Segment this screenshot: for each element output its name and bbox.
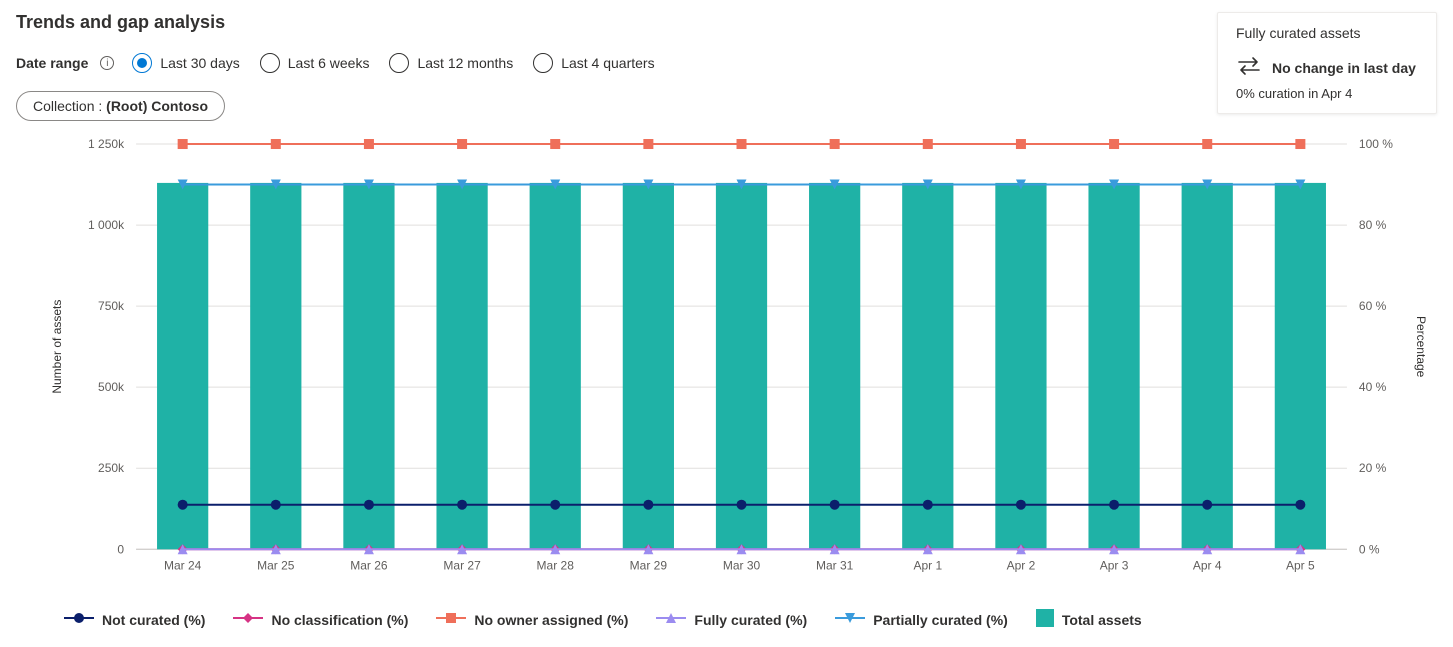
- chip-value: (Root) Contoso: [106, 98, 208, 114]
- legend-swatch: [835, 610, 865, 629]
- svg-text:40 %: 40 %: [1359, 380, 1387, 394]
- svg-text:80 %: 80 %: [1359, 218, 1387, 232]
- svg-text:Mar 31: Mar 31: [816, 558, 854, 572]
- svg-text:20 %: 20 %: [1359, 461, 1387, 475]
- legend-label: Fully curated (%): [694, 612, 807, 628]
- svg-text:Apr 5: Apr 5: [1286, 558, 1315, 572]
- legend-swatch: [436, 610, 466, 629]
- svg-text:Percentage: Percentage: [1414, 316, 1428, 378]
- svg-text:0 %: 0 %: [1359, 542, 1380, 556]
- info-icon[interactable]: i: [100, 56, 114, 70]
- svg-text:Mar 25: Mar 25: [257, 558, 295, 572]
- legend-item[interactable]: No owner assigned (%): [436, 610, 628, 629]
- chart-legend: Not curated (%) No classification (%) No o…: [16, 599, 1437, 634]
- legend-swatch: [233, 610, 263, 629]
- legend-item[interactable]: Total assets: [1036, 609, 1142, 630]
- svg-text:Apr 4: Apr 4: [1193, 558, 1222, 572]
- svg-text:Apr 2: Apr 2: [1007, 558, 1036, 572]
- svg-text:0: 0: [117, 542, 124, 556]
- date-range-controls: Date range i Last 30 days Last 6 weeks Las…: [16, 53, 655, 73]
- info-card-subtext: 0% curation in Apr 4: [1236, 86, 1418, 101]
- svg-text:750k: 750k: [98, 299, 125, 313]
- date-range-option-12m[interactable]: Last 12 months: [389, 53, 513, 73]
- svg-text:Mar 27: Mar 27: [443, 558, 481, 572]
- svg-text:60 %: 60 %: [1359, 299, 1387, 313]
- date-range-option-30d[interactable]: Last 30 days: [132, 53, 239, 73]
- date-range-option-6w[interactable]: Last 6 weeks: [260, 53, 370, 73]
- swap-icon: [1236, 55, 1262, 80]
- svg-text:250k: 250k: [98, 461, 125, 475]
- svg-text:Mar 30: Mar 30: [723, 558, 761, 572]
- svg-text:Apr 3: Apr 3: [1100, 558, 1129, 572]
- svg-text:1 000k: 1 000k: [88, 218, 125, 232]
- svg-text:100 %: 100 %: [1359, 137, 1393, 151]
- legend-label: No owner assigned (%): [474, 612, 628, 628]
- legend-item[interactable]: No classification (%): [233, 610, 408, 629]
- legend-label: Total assets: [1062, 612, 1142, 628]
- collection-filter-chip[interactable]: Collection : (Root) Contoso: [16, 91, 225, 121]
- svg-text:500k: 500k: [98, 380, 125, 394]
- legend-swatch: [1036, 609, 1054, 630]
- info-card-change: No change in last day: [1272, 60, 1416, 76]
- date-range-label: Date range: [16, 55, 88, 71]
- legend-swatch: [656, 610, 686, 629]
- date-range-option-4q[interactable]: Last 4 quarters: [533, 53, 654, 73]
- svg-text:Mar 29: Mar 29: [630, 558, 668, 572]
- legend-item[interactable]: Fully curated (%): [656, 610, 807, 629]
- svg-text:Mar 24: Mar 24: [164, 558, 202, 572]
- chip-prefix: Collection :: [33, 98, 106, 114]
- info-card: Fully curated assets No change in last d…: [1217, 12, 1437, 114]
- legend-label: No classification (%): [271, 612, 408, 628]
- legend-item[interactable]: Partially curated (%): [835, 610, 1008, 629]
- legend-item[interactable]: Not curated (%): [64, 610, 205, 629]
- svg-text:1 250k: 1 250k: [88, 137, 125, 151]
- svg-text:Mar 26: Mar 26: [350, 558, 388, 572]
- svg-text:Number of assets: Number of assets: [50, 300, 64, 394]
- svg-text:Apr 1: Apr 1: [913, 558, 942, 572]
- svg-text:Mar 28: Mar 28: [537, 558, 575, 572]
- page-title: Trends and gap analysis: [16, 12, 655, 33]
- trends-chart: 0 250k 500k 750k 1 000k 1 250k 0 % 20 % 40 % 60 %…: [16, 129, 1437, 599]
- info-card-title: Fully curated assets: [1236, 25, 1418, 41]
- legend-label: Not curated (%): [102, 612, 205, 628]
- legend-label: Partially curated (%): [873, 612, 1008, 628]
- legend-swatch: [64, 610, 94, 629]
